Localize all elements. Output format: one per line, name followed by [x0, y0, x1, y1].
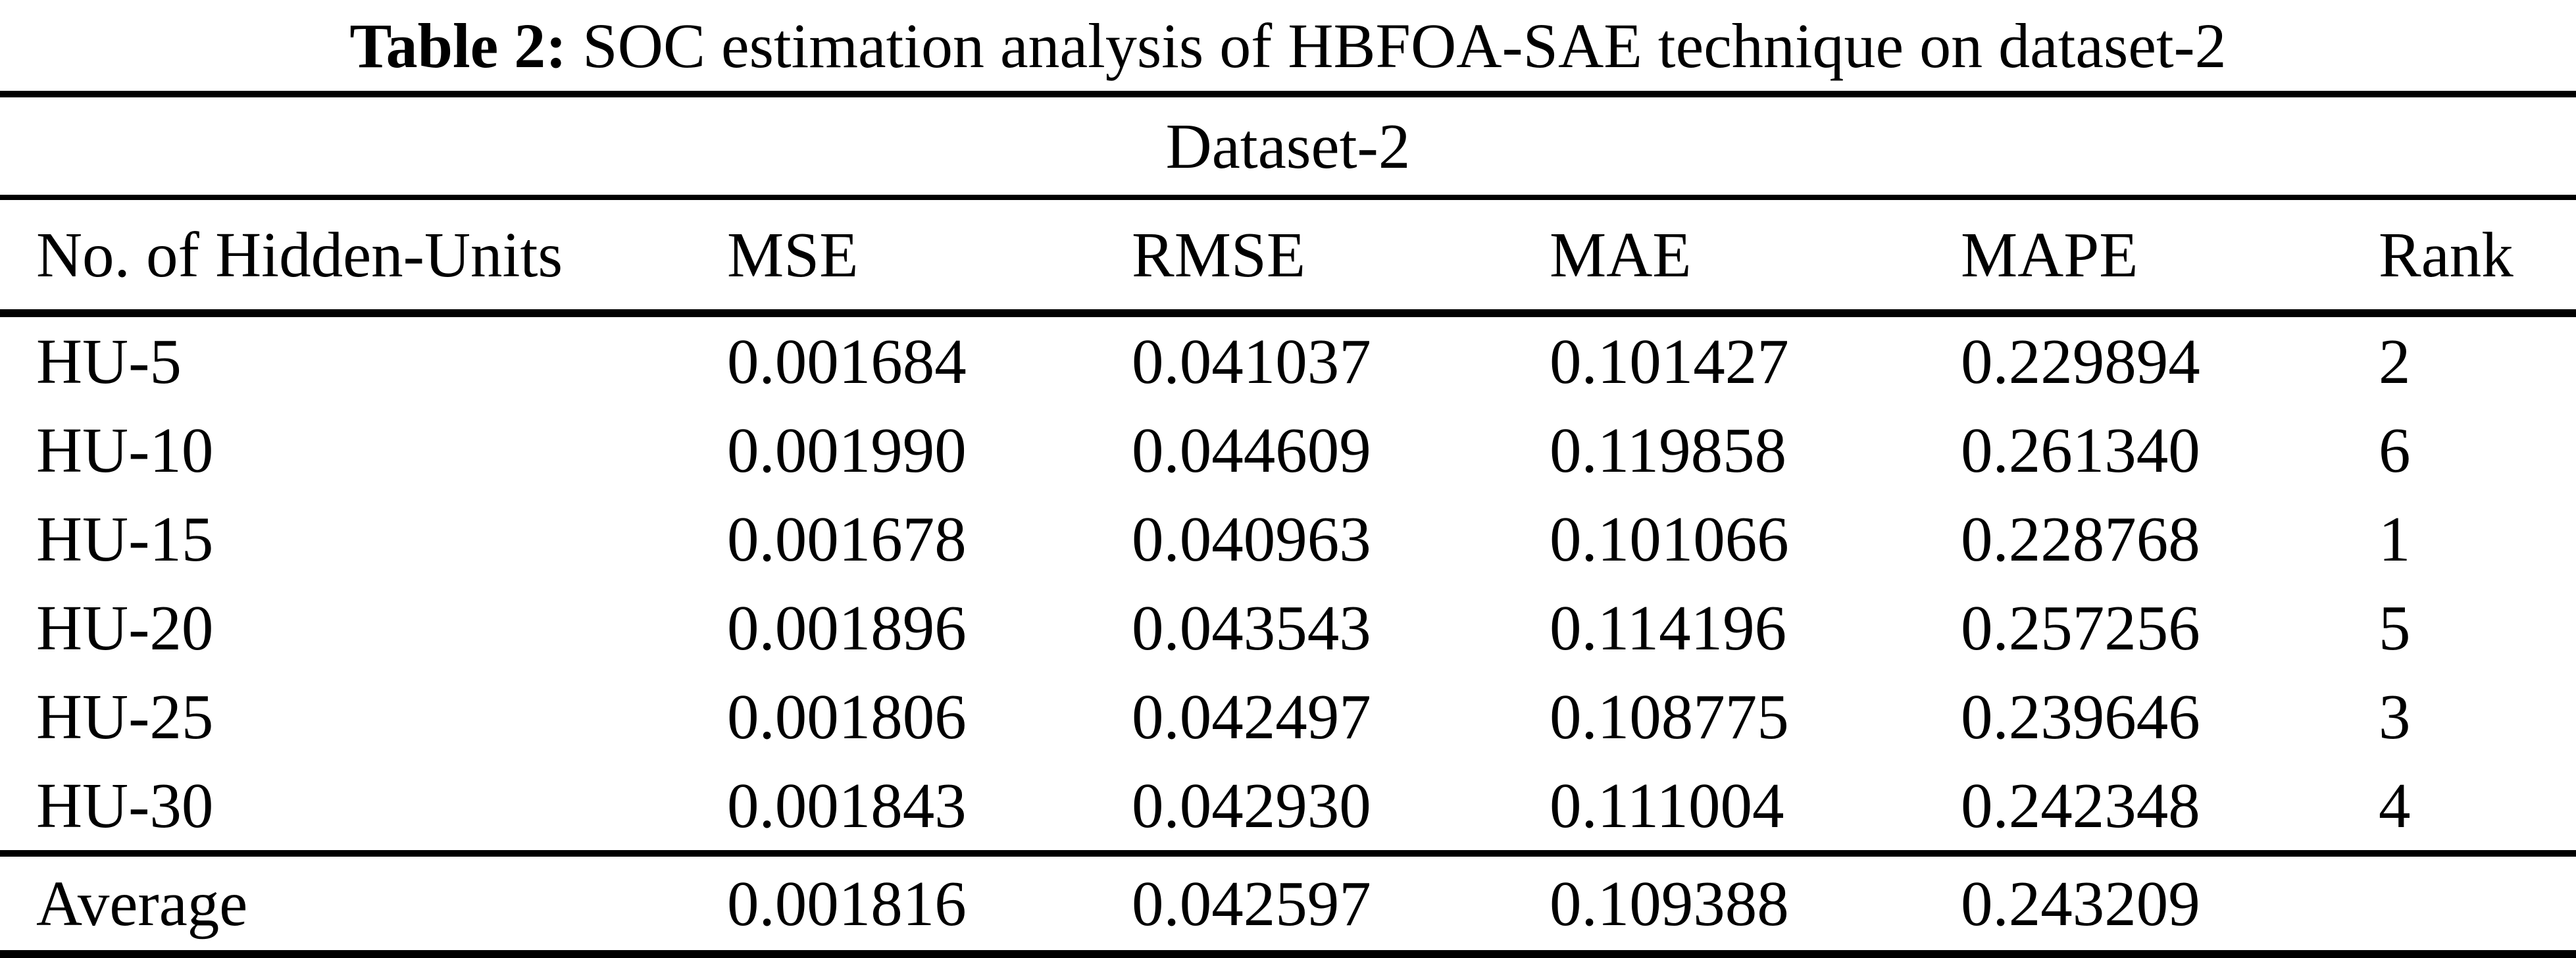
- cell-mse: 0.001684: [727, 326, 967, 397]
- cell-mae: 0.108775: [1550, 682, 1789, 752]
- cell-hidden-units: HU-5: [36, 326, 182, 397]
- cell-average-mse: 0.001816: [727, 868, 967, 939]
- cell-hidden-units: HU-10: [36, 415, 214, 486]
- cell-rmse: 0.042930: [1132, 770, 1371, 841]
- column-header-hidden-units: No. of Hidden-Units: [36, 219, 563, 290]
- table-row: HU-30 0.001843 0.042930 0.111004 0.24234…: [0, 761, 2576, 850]
- table-footer-row: Average 0.001816 0.042597 0.109388 0.243…: [0, 857, 2576, 950]
- cell-rmse: 0.040963: [1132, 504, 1371, 574]
- cell-hidden-units: HU-20: [36, 593, 214, 663]
- cell-rmse: 0.043543: [1132, 593, 1371, 663]
- cell-hidden-units: HU-15: [36, 504, 214, 574]
- cell-average-label: Average: [36, 868, 248, 939]
- table-caption-text: SOC estimation analysis of HBFOA-SAE tec…: [567, 10, 2227, 81]
- table-row: HU-25 0.001806 0.042497 0.108775 0.23964…: [0, 672, 2576, 761]
- footer-rule: [0, 850, 2576, 857]
- cell-rmse: 0.044609: [1132, 415, 1371, 486]
- cell-mse: 0.001843: [727, 770, 967, 841]
- cell-mae: 0.119858: [1550, 415, 1787, 486]
- cell-mape: 0.261340: [1961, 415, 2200, 486]
- cell-rank: 2: [2379, 326, 2411, 397]
- column-header-rmse: RMSE: [1132, 219, 1306, 290]
- cell-average-rmse: 0.042597: [1132, 868, 1371, 939]
- cell-mse: 0.001896: [727, 593, 967, 663]
- column-header-rank: Rank: [2379, 219, 2513, 290]
- cell-rank: 6: [2379, 415, 2411, 486]
- group-header-label: Dataset-2: [1165, 111, 1411, 182]
- column-header-mse: MSE: [727, 219, 859, 290]
- table-caption: Table 2: SOC estimation analysis of HBFO…: [0, 0, 2576, 91]
- cell-rank: 1: [2379, 504, 2411, 574]
- cell-average-mape: 0.243209: [1961, 868, 2200, 939]
- cell-mae: 0.101427: [1550, 326, 1789, 397]
- cell-average-mae: 0.109388: [1550, 868, 1789, 939]
- cell-mae: 0.114196: [1550, 593, 1787, 663]
- header-rule: [0, 309, 2576, 317]
- cell-mse: 0.001806: [727, 682, 967, 752]
- cell-rank: 3: [2379, 682, 2411, 752]
- cell-mse: 0.001678: [727, 504, 967, 574]
- column-header-mape: MAPE: [1961, 219, 2138, 290]
- cell-mape: 0.242348: [1961, 770, 2200, 841]
- column-header-mae: MAE: [1550, 219, 1692, 290]
- table-row: HU-15 0.001678 0.040963 0.101066 0.22876…: [0, 495, 2576, 584]
- cell-rank: 4: [2379, 770, 2411, 841]
- cell-rmse: 0.041037: [1132, 326, 1371, 397]
- table-row: HU-10 0.001990 0.044609 0.119858 0.26134…: [0, 406, 2576, 495]
- table-header-row: No. of Hidden-Units MSE RMSE MAE MAPE Ra…: [0, 200, 2576, 309]
- cell-rmse: 0.042497: [1132, 682, 1371, 752]
- group-header-rule: [0, 195, 2576, 200]
- group-header-row: Dataset-2: [0, 97, 2576, 195]
- cell-hidden-units: HU-25: [36, 682, 214, 752]
- cell-mape: 0.257256: [1961, 593, 2200, 663]
- cell-mape: 0.229894: [1961, 326, 2200, 397]
- cell-mape: 0.228768: [1961, 504, 2200, 574]
- bottom-rule: [0, 950, 2576, 958]
- top-rule: [0, 91, 2576, 97]
- cell-mae: 0.111004: [1550, 770, 1784, 841]
- cell-mse: 0.001990: [727, 415, 967, 486]
- cell-rank: 5: [2379, 593, 2411, 663]
- cell-mape: 0.239646: [1961, 682, 2200, 752]
- table-row: HU-20 0.001896 0.043543 0.114196 0.25725…: [0, 584, 2576, 672]
- cell-mae: 0.101066: [1550, 504, 1789, 574]
- cell-hidden-units: HU-30: [36, 770, 214, 841]
- table-row: HU-5 0.001684 0.041037 0.101427 0.229894…: [0, 317, 2576, 406]
- table-caption-label: Table 2:: [349, 10, 567, 81]
